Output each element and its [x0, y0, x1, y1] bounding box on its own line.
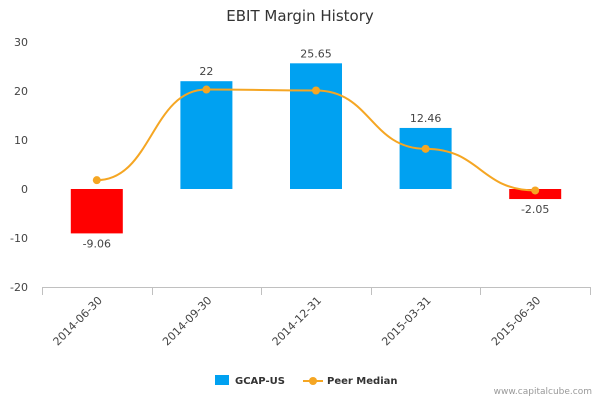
- data-labels: -9.06 22 25.65 12.46 -2.05: [83, 47, 550, 250]
- x-tick-label: 2014-06-30: [51, 294, 105, 348]
- legend-swatch-bars: [215, 375, 229, 385]
- bar: [399, 127, 452, 189]
- y-axis: -20 -10 0 10 20 30: [10, 36, 28, 294]
- bar-data-label: 12.46: [410, 112, 442, 125]
- x-tick-label: 2015-06-30: [489, 294, 543, 348]
- y-tick-label: 20: [14, 85, 28, 98]
- y-tick-label: -10: [10, 232, 28, 245]
- legend: GCAP-US Peer Median: [215, 375, 398, 387]
- bar-data-label: 25.65: [300, 47, 332, 60]
- x-tick-label: 2014-12-31: [270, 294, 324, 348]
- bar-series: [70, 63, 562, 234]
- peer-median-point: [202, 85, 211, 94]
- bar-data-label: -9.06: [83, 237, 111, 250]
- peer-median-point: [312, 86, 320, 95]
- bar: [290, 63, 342, 189]
- y-tick-label: 10: [14, 134, 28, 147]
- y-tick-label: -20: [10, 281, 28, 294]
- y-tick-label: 30: [14, 36, 28, 49]
- peer-median-point: [92, 176, 101, 185]
- legend-swatch-marker: [309, 377, 317, 385]
- bar-data-label: 22: [199, 65, 213, 78]
- bar: [180, 81, 233, 189]
- x-axis: 2014-06-30 2014-09-30 2014-12-31 2015-03-31…: [42, 287, 591, 348]
- bar-data-label: -2.05: [521, 203, 549, 216]
- legend-label-line: Peer Median: [327, 376, 398, 387]
- chart-title: EBIT Margin History: [226, 7, 374, 25]
- legend-label-bars: GCAP-US: [235, 376, 285, 387]
- line-series: [92, 85, 540, 195]
- bar: [70, 189, 123, 234]
- peer-median-point: [421, 144, 430, 153]
- credit-text: www.capitalcube.com: [494, 387, 592, 397]
- x-tick-label: 2014-09-30: [160, 294, 214, 348]
- y-tick-label: 0: [21, 183, 28, 196]
- x-tick-label: 2015-03-31: [379, 294, 433, 348]
- peer-median-point: [531, 186, 540, 195]
